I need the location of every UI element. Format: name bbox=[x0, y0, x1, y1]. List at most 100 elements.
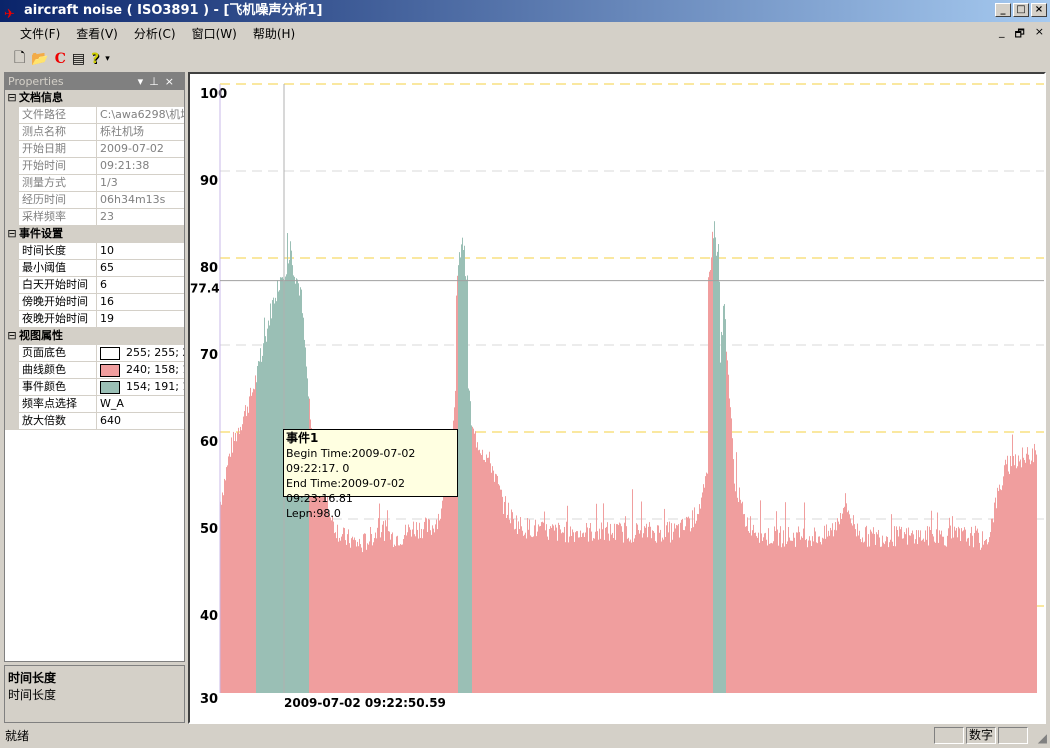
chart-view[interactable]: 100 90 80 70 60 50 40 30 77.4 2009-07-02 09:22:50… bbox=[188, 72, 1046, 724]
curve-bar bbox=[468, 388, 469, 693]
property-row[interactable]: 开始日期 2009-07-02 bbox=[5, 141, 184, 158]
curve-bar bbox=[244, 411, 245, 693]
curve-bar bbox=[400, 544, 401, 693]
property-key: 最小阈值 bbox=[19, 260, 97, 276]
curve-bar bbox=[699, 504, 700, 693]
property-value[interactable]: 09:21:38 bbox=[97, 158, 184, 174]
curve-bar bbox=[629, 541, 630, 693]
collapse-icon[interactable]: ⊟ bbox=[7, 227, 17, 240]
property-value[interactable]: W_A bbox=[97, 396, 184, 412]
property-row[interactable]: 测量方式 1/3 bbox=[5, 175, 184, 192]
collapse-icon[interactable]: ⊟ bbox=[7, 91, 17, 104]
curve-bar bbox=[810, 540, 811, 693]
tooltip-lepn: Lepn:98.0 bbox=[286, 507, 341, 520]
curve-bar bbox=[677, 525, 678, 693]
curve-bar bbox=[899, 526, 900, 693]
curve-bar bbox=[881, 546, 882, 693]
curve-bar bbox=[345, 540, 346, 693]
toolbar-overflow-icon[interactable]: ▾ bbox=[105, 54, 110, 64]
property-value[interactable]: C:\awa6298\机场 bbox=[97, 107, 184, 123]
property-value[interactable]: 255; 255; 255 bbox=[97, 345, 184, 361]
open-folder-icon[interactable]: 📂 bbox=[31, 51, 49, 67]
curve-bar bbox=[362, 552, 363, 693]
help-icon[interactable]: ? bbox=[91, 51, 100, 67]
curve-bar bbox=[227, 465, 228, 693]
property-row[interactable]: 傍晚开始时间 16 bbox=[5, 294, 184, 311]
property-row[interactable]: 开始时间 09:21:38 bbox=[5, 158, 184, 175]
property-value[interactable]: 240; 158; 158 bbox=[97, 362, 184, 378]
property-row[interactable]: 事件颜色 154; 191; 181 bbox=[5, 379, 184, 396]
property-value[interactable]: 栎社机场 bbox=[97, 124, 184, 140]
curve-bar bbox=[993, 522, 994, 693]
property-row[interactable]: 文件路径 C:\awa6298\机场 bbox=[5, 107, 184, 124]
curve-bar bbox=[644, 526, 645, 693]
curve-bar bbox=[466, 279, 467, 693]
curve-bar bbox=[884, 544, 885, 693]
curve-bar bbox=[668, 532, 669, 693]
property-row[interactable]: 频率点选择 W_A bbox=[5, 396, 184, 413]
category-1[interactable]: ⊟ 事件设置 bbox=[5, 226, 184, 243]
curve-bar bbox=[805, 540, 806, 693]
curve-bar bbox=[266, 341, 267, 693]
property-value[interactable]: 2009-07-02 bbox=[97, 141, 184, 157]
property-value[interactable]: 65 bbox=[97, 260, 184, 276]
menu-window[interactable]: 窗口(W) bbox=[191, 26, 237, 41]
property-row[interactable]: 经历时间 06h34m13s bbox=[5, 192, 184, 209]
property-row[interactable]: 白天开始时间 6 bbox=[5, 277, 184, 294]
properties-icon[interactable]: ▤ bbox=[71, 51, 86, 67]
property-row[interactable]: 页面底色 255; 255; 255 bbox=[5, 345, 184, 362]
minimize-button[interactable]: _ bbox=[995, 3, 1011, 17]
category-0[interactable]: ⊟ 文档信息 bbox=[5, 90, 184, 107]
menu-file[interactable]: 文件(F) bbox=[20, 26, 61, 41]
curve-bar bbox=[946, 546, 947, 693]
curve-bar bbox=[250, 387, 251, 693]
curve-bar bbox=[308, 396, 309, 693]
curve-bar bbox=[826, 524, 827, 693]
property-value[interactable]: 19 bbox=[97, 311, 184, 327]
category-2[interactable]: ⊟ 视图属性 bbox=[5, 328, 184, 345]
property-row[interactable]: 夜晚开始时间 19 bbox=[5, 311, 184, 328]
curve-bar bbox=[533, 536, 534, 693]
curve-bar bbox=[819, 536, 820, 693]
curve-bar bbox=[836, 530, 837, 693]
curve-bar bbox=[868, 534, 869, 693]
resize-grip-icon[interactable]: ◢ bbox=[1037, 731, 1047, 745]
panel-controls[interactable]: ▾⊥× bbox=[137, 75, 180, 88]
mdi-close-button[interactable]: × bbox=[1034, 25, 1044, 38]
curve-bar bbox=[758, 532, 759, 693]
property-value[interactable]: 154; 191; 181 bbox=[97, 379, 184, 395]
curve-bar bbox=[306, 366, 307, 693]
mdi-minimize-button[interactable]: _ bbox=[998, 25, 1005, 38]
property-row[interactable]: 最小阈值 65 bbox=[5, 260, 184, 277]
property-value[interactable]: 23 bbox=[97, 209, 184, 225]
curve-bar bbox=[908, 527, 909, 693]
new-file-icon[interactable]: 🗋 bbox=[14, 50, 26, 66]
maximize-button[interactable]: □ bbox=[1013, 3, 1029, 17]
menu-analysis[interactable]: 分析(C) bbox=[133, 26, 176, 41]
c-analysis-icon[interactable]: C bbox=[54, 51, 66, 67]
property-value[interactable]: 10 bbox=[97, 243, 184, 259]
curve-bar bbox=[230, 456, 231, 693]
collapse-icon[interactable]: ⊟ bbox=[7, 329, 17, 342]
curve-bar bbox=[582, 533, 583, 693]
close-button[interactable]: × bbox=[1031, 3, 1047, 17]
curve-bar bbox=[565, 542, 566, 693]
property-row[interactable]: 采样频率 23 bbox=[5, 209, 184, 226]
curve-bar bbox=[460, 257, 461, 693]
property-value[interactable]: 6 bbox=[97, 277, 184, 293]
mdi-restore-button[interactable]: 🗗 bbox=[1014, 27, 1025, 40]
property-row[interactable]: 曲线颜色 240; 158; 158 bbox=[5, 362, 184, 379]
property-row[interactable]: 测点名称 栎社机场 bbox=[5, 124, 184, 141]
property-row[interactable]: 时间长度 10 bbox=[5, 243, 184, 260]
curve-bar bbox=[530, 535, 531, 693]
curve-bar bbox=[414, 534, 415, 693]
property-value[interactable]: 16 bbox=[97, 294, 184, 310]
curve-bar bbox=[439, 520, 440, 693]
curve-bar bbox=[829, 535, 830, 693]
property-value[interactable]: 1/3 bbox=[97, 175, 184, 191]
property-value[interactable]: 640 bbox=[97, 413, 184, 429]
property-row[interactable]: 放大倍数 640 bbox=[5, 413, 184, 430]
menu-view[interactable]: 查看(V) bbox=[76, 26, 118, 41]
property-value[interactable]: 06h34m13s bbox=[97, 192, 184, 208]
menu-help[interactable]: 帮助(H) bbox=[252, 26, 296, 41]
